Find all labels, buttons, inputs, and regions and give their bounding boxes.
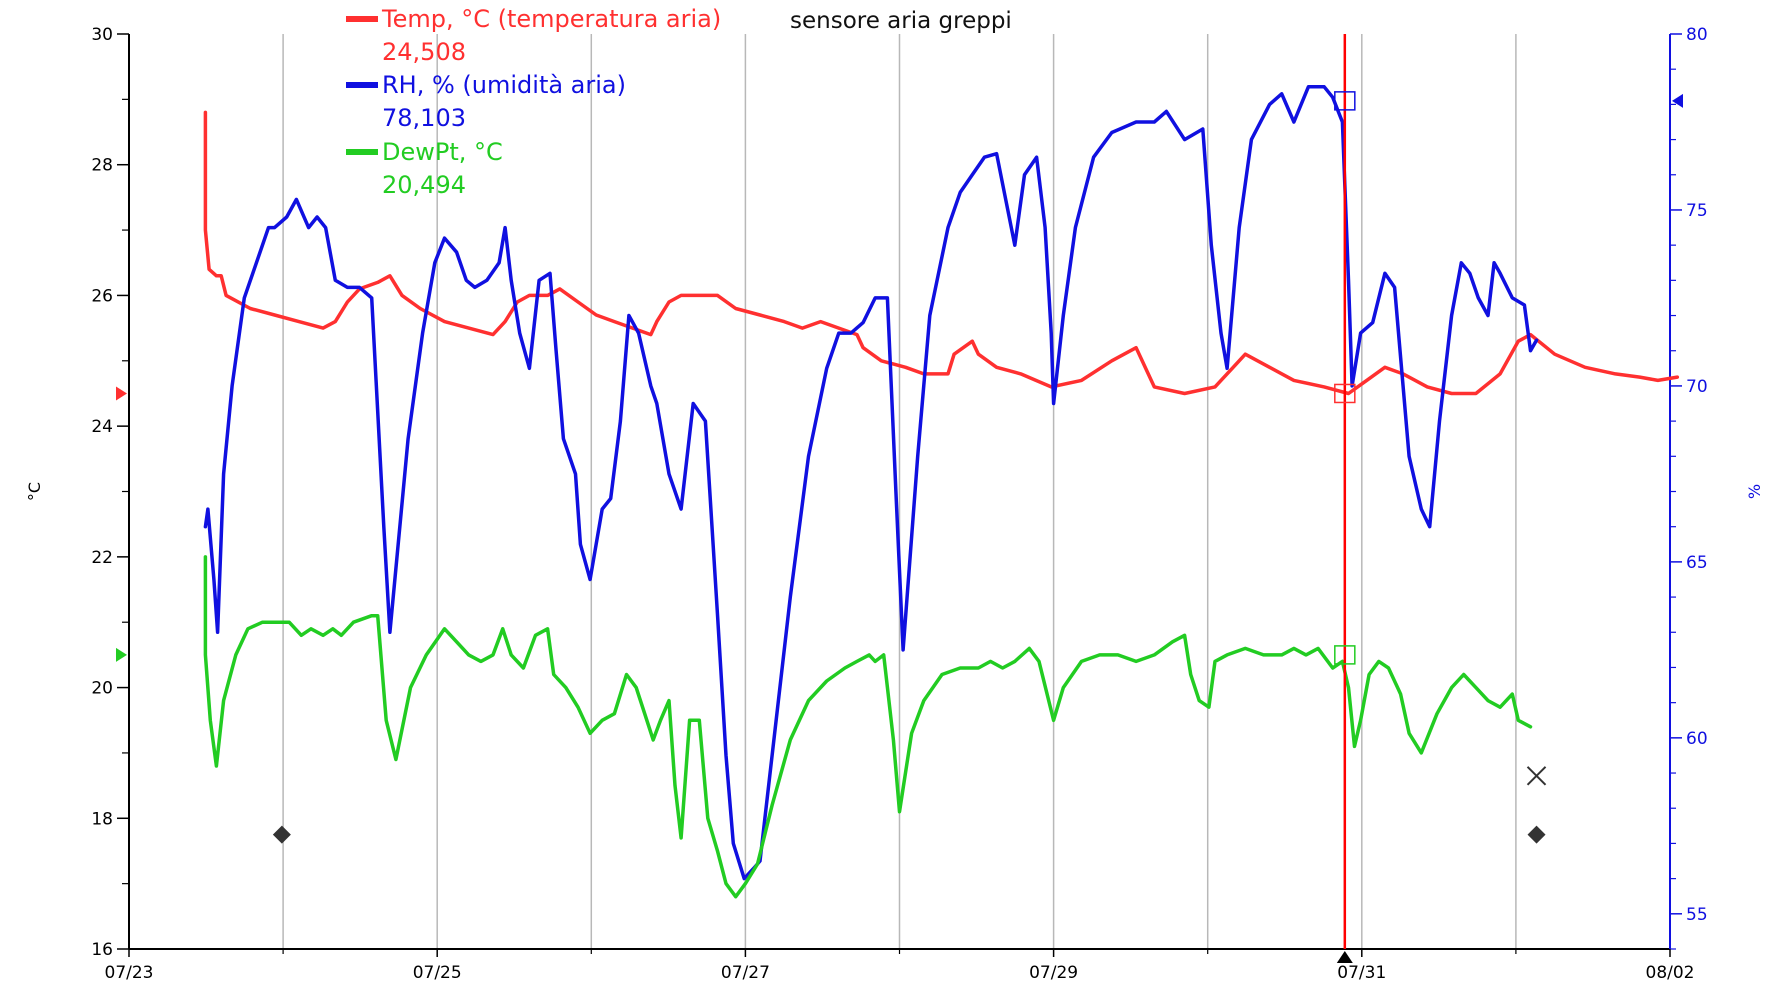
legend-value-temp: 24,508	[382, 38, 466, 66]
y-left-tick-label: 24	[91, 417, 113, 437]
y-left-tick-label: 26	[91, 286, 113, 306]
legend-swatch-dewpt	[346, 149, 378, 155]
cursor-rh-box	[1334, 91, 1356, 111]
y-left-tick-label: 20	[91, 679, 113, 699]
x-tick-label: 07/27	[721, 963, 770, 983]
y-left-tick-label: 22	[91, 548, 113, 568]
temp-series-line	[203, 110, 1680, 396]
legend-label-dewpt: DewPt, °C	[382, 138, 503, 166]
x-tick-label: 07/29	[1029, 963, 1078, 983]
y-left-tick-label: 30	[91, 25, 113, 45]
close-icon	[1526, 766, 1547, 786]
rh-series-line	[203, 85, 1539, 881]
temp-value-indicator-icon	[116, 386, 127, 401]
y-right-tick-label: 70	[1686, 377, 1708, 397]
series-layer	[203, 85, 1680, 899]
left-triangle-icon	[1672, 93, 1683, 108]
y-right-tick-label: 80	[1686, 25, 1708, 45]
x-tick-label: 08/02	[1646, 963, 1695, 983]
y-right-tick-label: 65	[1686, 553, 1708, 573]
legend-swatch-temp	[346, 16, 378, 22]
legend-label-rh: RH, % (umidità aria)	[382, 71, 626, 99]
dewpt-value-indicator-icon	[116, 647, 127, 662]
x-tick-label: 07/23	[105, 963, 154, 983]
y-left-tick-label: 16	[91, 940, 113, 960]
legend-swatch-rh	[346, 82, 378, 88]
diamond-icon	[1527, 825, 1546, 844]
y-right-axis-title: %	[1745, 484, 1764, 499]
dewpt-series-line	[203, 555, 1533, 899]
y-right-tick-label: 55	[1686, 905, 1708, 925]
legend-label-temp: Temp, °C (temperatura aria)	[381, 5, 721, 33]
x-tick-label: 07/31	[1337, 963, 1386, 983]
markers-layer	[116, 34, 1683, 963]
legend-value-rh: 78,103	[382, 104, 466, 132]
diamond-icon	[272, 825, 291, 844]
chart-title: sensore aria greppi	[790, 8, 1012, 34]
cursor-temp-box	[1334, 383, 1356, 404]
legend: Temp, °C (temperatura aria) 24,508 RH, % (…	[346, 5, 1012, 199]
x-tick-label: 07/25	[413, 963, 462, 983]
y-left-tick-label: 18	[91, 809, 113, 829]
y-left-tick-label: 28	[91, 156, 113, 176]
y-left-axis-title: °C	[25, 482, 44, 501]
y-right-tick-label: 60	[1686, 729, 1708, 749]
cursor-dewpt-box	[1334, 645, 1356, 665]
legend-value-dewpt: 20,494	[382, 171, 466, 199]
up-triangle-icon	[1336, 951, 1353, 963]
y-right-tick-label: 75	[1686, 201, 1708, 221]
axes: 16 18 20 22 24 26 28 30 55 60 65 70 75 80 07/23 07/25 07…	[25, 25, 1764, 983]
